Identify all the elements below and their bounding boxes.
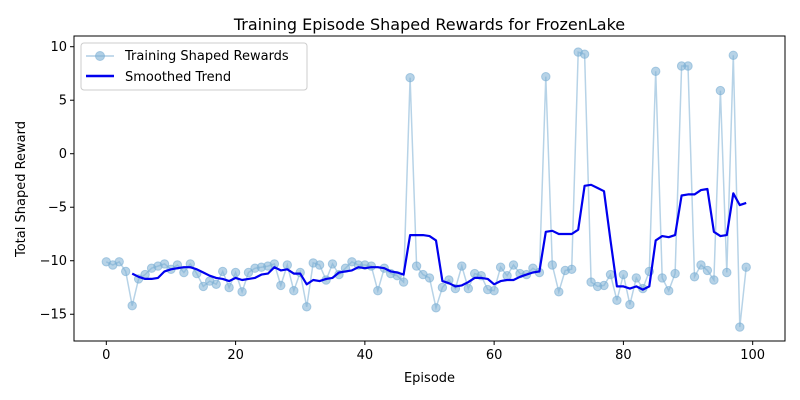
raw-reward-point (218, 266, 228, 277)
y-tick-label: −10 (40, 254, 67, 269)
raw-reward-point (198, 281, 209, 292)
y-tick-label: 10 (50, 40, 67, 55)
raw-reward-point (243, 267, 254, 278)
raw-reward-point (237, 287, 247, 297)
raw-reward-point (224, 282, 234, 293)
raw-reward-point (327, 259, 338, 269)
raw-reward-point (302, 302, 312, 312)
x-tick-label: 40 (357, 348, 374, 363)
raw-reward-point (508, 260, 519, 270)
raw-reward-point (612, 295, 622, 305)
raw-reward-point (541, 72, 551, 82)
raw-reward-point (728, 50, 738, 60)
raw-reward-point (230, 267, 241, 278)
raw-reward-point (702, 265, 713, 276)
raw-reward-point (631, 273, 641, 283)
raw-reward-point (314, 260, 325, 270)
y-tick-label: 5 (59, 94, 67, 109)
raw-reward-point (722, 267, 732, 278)
raw-reward-point (670, 268, 680, 279)
raw-reward-point (276, 280, 286, 291)
raw-reward-point (579, 49, 590, 59)
raw-reward-point (502, 271, 512, 281)
legend-marker-raw (95, 51, 105, 61)
legend-label-trend: Smoothed Trend (125, 70, 231, 85)
raw-reward-point (373, 286, 383, 296)
raw-reward-point (683, 61, 693, 71)
raw-reward-point (489, 286, 499, 296)
legend: Training Shaped Rewards Smoothed Trend (80, 42, 308, 91)
raw-reward-point (547, 260, 557, 270)
y-tick-label: −15 (40, 308, 67, 323)
series-layer (101, 47, 751, 332)
raw-reward-point (211, 279, 221, 289)
raw-reward-point (586, 277, 596, 287)
x-axis: 0 20 40 60 80 100 (102, 341, 765, 363)
raw-reward-point (431, 303, 441, 313)
raw-reward-point (398, 277, 409, 287)
x-tick-label: 80 (615, 348, 632, 363)
raw-reward-point (366, 261, 376, 271)
raw-reward-point (618, 269, 629, 280)
raw-reward-point (179, 267, 189, 278)
y-tick-label: 0 (59, 147, 67, 162)
legend-label-raw: Training Shaped Rewards (124, 49, 289, 64)
x-tick-label: 20 (227, 348, 244, 363)
x-tick-label: 0 (102, 348, 110, 363)
legend-box (80, 42, 308, 91)
raw-reward-point (457, 261, 467, 271)
x-tick-label: 60 (486, 348, 503, 363)
raw-reward-point (689, 272, 700, 282)
raw-reward-point (709, 275, 719, 285)
raw-reward-point (625, 299, 635, 310)
raw-reward-point (696, 260, 706, 270)
raw-reward-point (715, 85, 726, 96)
chart-title: Training Episode Shaped Rewards for Froz… (233, 15, 625, 34)
raw-reward-point (405, 73, 415, 83)
raw-reward-point (282, 260, 292, 270)
x-axis-label: Episode (404, 371, 455, 386)
raw-reward-point (127, 301, 137, 311)
raw-reward-point (424, 273, 435, 283)
y-tick-label: −5 (48, 201, 67, 216)
raw-reward-point (121, 266, 131, 277)
y-axis-label: Total Shaped Reward (14, 121, 29, 258)
smoothed-trend-line (131, 183, 747, 291)
raw-reward-point (605, 269, 616, 280)
raw-reward-point (664, 286, 674, 296)
x-tick-label: 100 (740, 348, 765, 363)
raw-reward-point (159, 259, 170, 269)
raw-reward-point (567, 264, 577, 274)
raw-reward-point (651, 66, 661, 77)
raw-reward-point (735, 322, 745, 332)
raw-reward-point (289, 286, 299, 296)
raw-reward-point (463, 283, 473, 294)
raw-reward-point (599, 280, 609, 291)
plot-frame (73, 35, 786, 342)
raw-reward-point (554, 287, 564, 297)
raw-reward-point (495, 262, 506, 272)
raw-reward-point (437, 282, 448, 293)
raw-reward-point (741, 262, 751, 272)
raw-reward-point (657, 273, 667, 283)
raw-reward-point (411, 261, 422, 271)
y-axis: −15 −10 −5 0 5 10 (40, 40, 74, 323)
raw-reward-point (114, 257, 124, 267)
